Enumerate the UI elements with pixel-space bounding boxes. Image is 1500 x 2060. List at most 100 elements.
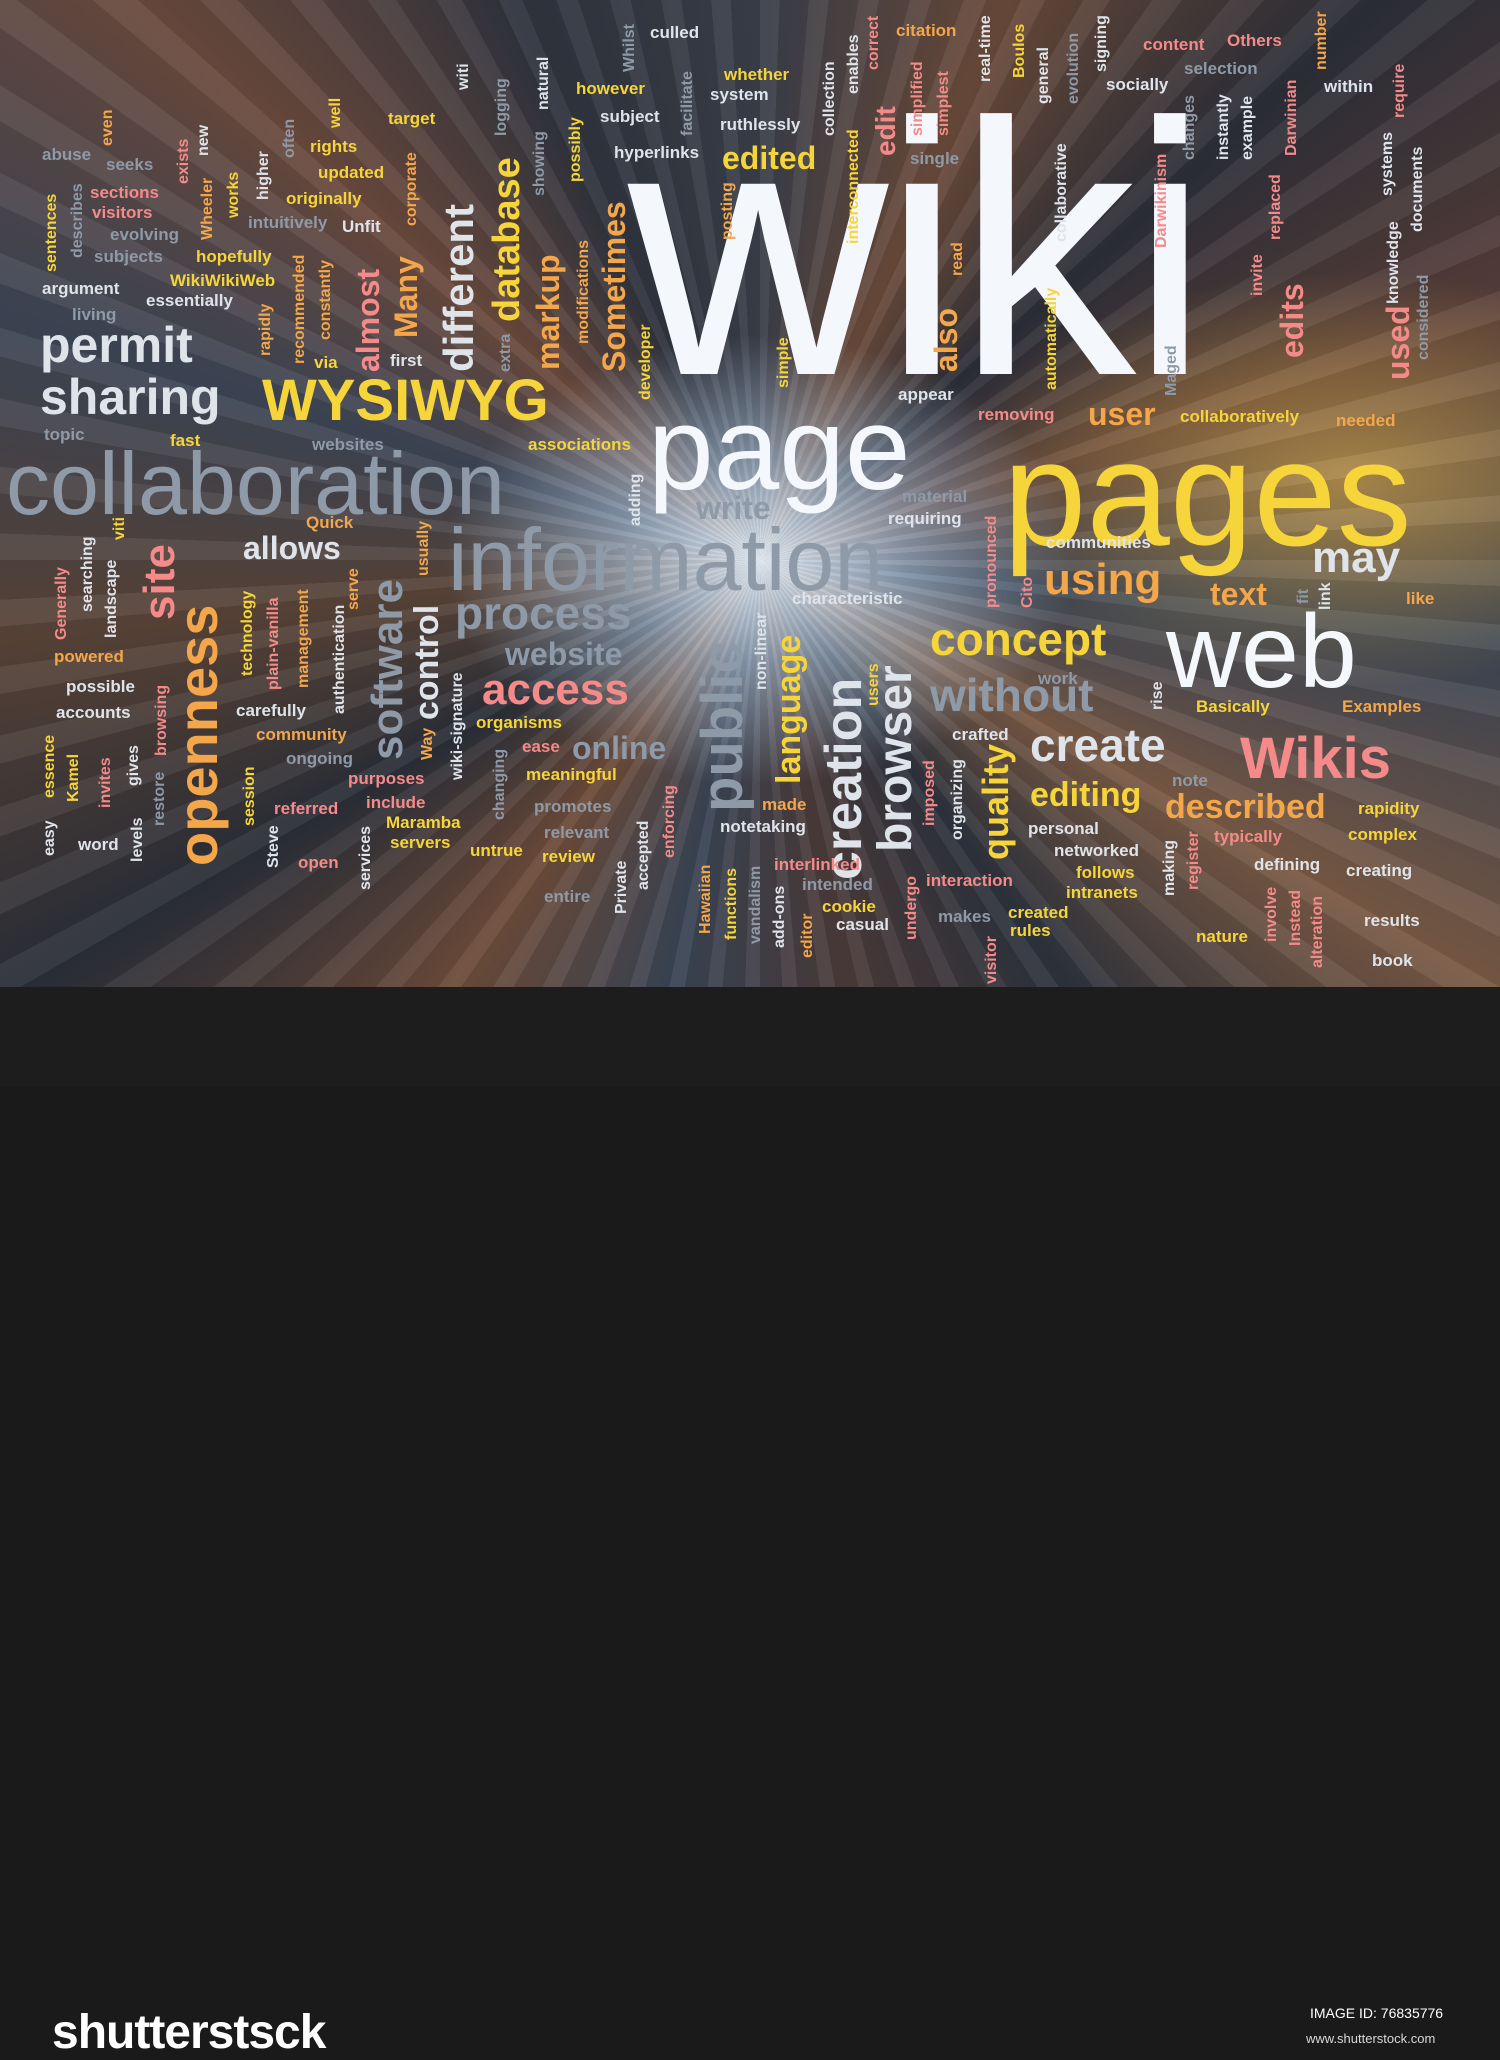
word-subject: subject xyxy=(600,107,660,126)
word-others: Others xyxy=(1227,31,1282,50)
word-promotes: promotes xyxy=(534,797,612,816)
word-editing: editing xyxy=(1030,776,1142,814)
word-making: making xyxy=(1161,839,1178,896)
word-include: include xyxy=(366,793,426,812)
word-logging: logging xyxy=(493,78,510,136)
word-nature: nature xyxy=(1196,927,1248,946)
word-pages: pages xyxy=(1003,409,1412,577)
word-users: users xyxy=(865,663,882,706)
word-changing: changing xyxy=(491,748,508,820)
word-services: services xyxy=(357,825,374,890)
shutterstock-logo[interactable]: shutterstsck xyxy=(52,2006,326,2059)
word-community: community xyxy=(256,725,347,744)
word-documents: documents xyxy=(1409,146,1426,232)
word-accepted: accepted xyxy=(635,820,652,890)
word-wiki: wiki xyxy=(628,49,1210,451)
word-process: process xyxy=(455,587,632,639)
word-powered: powered xyxy=(54,647,124,666)
word-updated: updated xyxy=(318,163,385,182)
word-citation: citation xyxy=(896,21,957,40)
word-site: site xyxy=(135,544,184,620)
word-material: material xyxy=(902,487,968,506)
word-sometimes: Sometimes xyxy=(596,201,632,372)
word-may: may xyxy=(1312,533,1401,582)
word-like: like xyxy=(1406,589,1435,608)
word-organisms: organisms xyxy=(476,713,562,732)
word-casual: casual xyxy=(836,915,889,934)
word-new: new xyxy=(195,124,212,156)
word-website: website xyxy=(505,636,623,672)
word-ongoing: ongoing xyxy=(286,749,354,768)
word-crafted: crafted xyxy=(952,725,1009,744)
word-almost: almost xyxy=(350,268,386,372)
word-constantly: constantly xyxy=(317,259,334,340)
word-invites: invites xyxy=(97,757,114,808)
word-simplified: simplified xyxy=(909,61,926,136)
word-open: open xyxy=(298,853,339,872)
word-rules: rules xyxy=(1010,921,1051,940)
word-non-linear: non-linear xyxy=(753,612,770,690)
word-within: within xyxy=(1324,77,1374,96)
word-ruthlessly: ruthlessly xyxy=(720,115,801,134)
word-extra: extra xyxy=(497,333,514,372)
word-authentication: authentication xyxy=(331,604,348,714)
word-whether: whether xyxy=(724,65,790,84)
word-entire: entire xyxy=(544,887,591,906)
word-systems: systems xyxy=(1379,131,1396,196)
word-edited: edited xyxy=(722,140,817,176)
word-personal: personal xyxy=(1028,819,1099,838)
site-url[interactable]: www.shutterstock.com xyxy=(1306,2031,1436,2046)
word-private: Private xyxy=(613,860,630,914)
word-alteration: alteration xyxy=(1309,895,1326,968)
word-browsing: browsing xyxy=(153,684,170,756)
word-instantly: instantly xyxy=(1215,94,1232,160)
word-originally: originally xyxy=(286,189,362,208)
word-content: content xyxy=(1143,35,1205,54)
word-darwikinism: Darwikinism xyxy=(1153,153,1170,248)
word-restore: restore xyxy=(151,771,168,826)
word-possibly: possibly xyxy=(567,117,584,182)
word-many: Many xyxy=(388,256,424,338)
word-interaction: interaction xyxy=(926,871,1013,890)
word-higher: higher xyxy=(255,151,272,200)
word-basically: Basically xyxy=(1196,697,1270,716)
word-access: access xyxy=(482,665,629,714)
word-different: different xyxy=(435,204,482,372)
word-also: also xyxy=(928,307,964,372)
word-however: however xyxy=(576,79,645,98)
word-register: register xyxy=(1185,831,1202,890)
word-target: target xyxy=(388,109,436,128)
word-book: book xyxy=(1372,951,1413,970)
word-cloud: wiki pages page information collaboratio… xyxy=(0,0,1500,987)
word-creation: creation xyxy=(815,677,873,880)
word-session: session xyxy=(241,766,258,826)
word-write: write xyxy=(696,490,771,526)
word-viti: viti xyxy=(111,516,128,540)
word-wysiwyg: WYSIWYG xyxy=(262,368,549,433)
word-quick: Quick xyxy=(306,513,354,532)
word-hopefully: hopefully xyxy=(196,247,272,266)
word-markup: markup xyxy=(530,254,566,370)
word-usually: usually xyxy=(415,520,432,576)
word-landscape: landscape xyxy=(103,559,120,638)
word-networked: networked xyxy=(1054,841,1140,860)
word-first: first xyxy=(390,351,423,370)
word-unfit: Unfit xyxy=(342,217,381,236)
word-purposes: purposes xyxy=(348,769,425,788)
word-typically: typically xyxy=(1214,827,1283,846)
word-edit: edit xyxy=(870,106,901,156)
word-add-ons: add-ons xyxy=(771,885,788,948)
word-wikis: Wikis xyxy=(1240,726,1391,791)
word-gives: gives xyxy=(125,745,142,786)
word-witi: witi xyxy=(455,63,472,90)
word-automatically: automatically xyxy=(1043,287,1060,390)
word-characteristic: characteristic xyxy=(792,589,903,608)
word-fit: fit xyxy=(1295,588,1312,604)
word-recommended: recommended xyxy=(291,254,308,364)
word-made: made xyxy=(762,795,807,814)
word-natural: natural xyxy=(535,56,552,110)
word-number: number xyxy=(1313,11,1330,70)
word-generally: Generally xyxy=(53,567,70,640)
word-instead: Instead xyxy=(1287,889,1304,946)
word-collaboration: collaboration xyxy=(6,434,505,533)
